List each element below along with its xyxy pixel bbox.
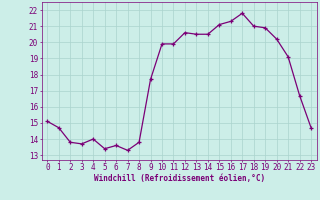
- X-axis label: Windchill (Refroidissement éolien,°C): Windchill (Refroidissement éolien,°C): [94, 174, 265, 183]
